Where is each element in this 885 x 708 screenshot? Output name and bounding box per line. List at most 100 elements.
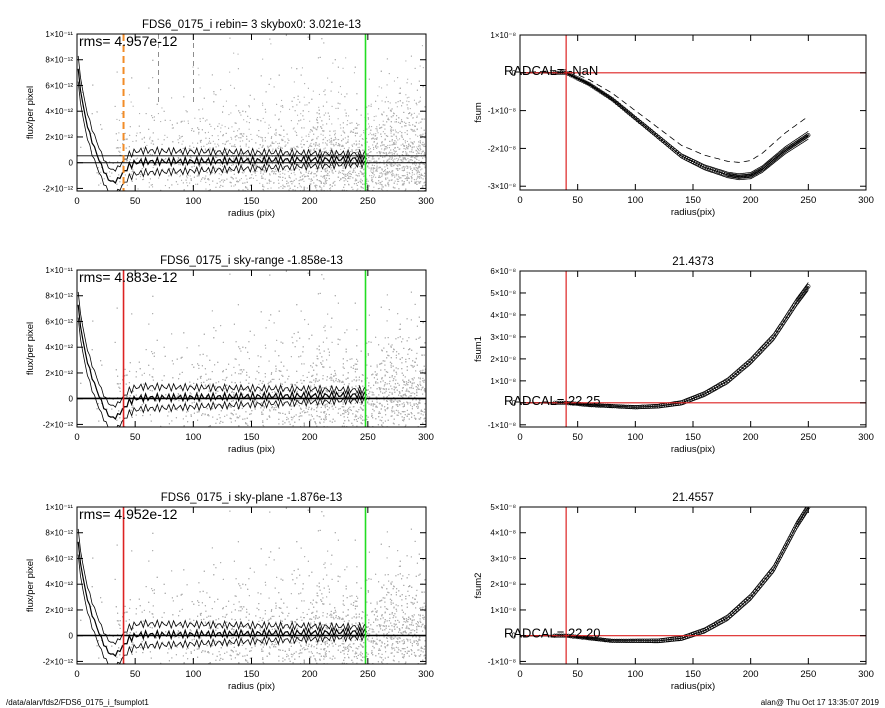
data-point [787,535,793,541]
data-point [683,634,689,639]
y-tick-label: 0 [69,159,74,168]
y-tick-label: -2×10⁻¹² [43,184,74,193]
data-point [757,168,763,173]
y-tick-label: -2×10⁻¹² [43,657,74,666]
data-point [787,310,793,315]
x-tick-label: 250 [800,195,816,206]
data-point [716,620,721,625]
x-tick-label: 0 [74,669,79,680]
x-axis-label: radius (pix) [228,208,275,219]
data-point [760,580,765,586]
x-tick-label: 100 [627,669,643,680]
y-tick-label: 4×10⁻⁸ [490,529,516,538]
data-point [790,531,795,536]
data-point [785,313,790,318]
data-point [702,628,707,633]
data-point [792,527,797,532]
data-point [755,351,760,356]
data-point [773,562,779,567]
envelope-line [520,72,809,181]
y-tick-label: -2×10⁻¹² [43,420,74,429]
data-point [720,618,726,623]
data-point [681,399,686,405]
panel-2: 0 50 100 150 200 250 300 -3×10⁻⁸ -2×10⁻⁸ -1×10⁻⁸ 0… [473,31,874,218]
y-tick-label: 2×10⁻⁸ [490,580,516,589]
profile-line [77,554,367,664]
data-point [725,615,730,620]
chart-title: 21.4373 [672,256,714,268]
data-point [704,390,709,395]
x-tick-label: 50 [572,195,583,206]
data-point [753,354,758,359]
data-point [700,392,705,398]
data-point [790,306,795,311]
data-point [713,169,719,174]
data-point [686,398,691,403]
data-point [743,599,749,604]
rms-annotation: rms= 4.957e-12 [79,33,178,49]
data-point [783,544,788,550]
x-tick-label: 150 [244,432,260,443]
profile-line [77,528,368,645]
x-tick-label: 0 [517,669,522,680]
data-point [575,76,580,81]
data-point [709,167,714,172]
data-point [686,157,691,162]
x-tick-label: 200 [743,195,759,206]
y-tick-label: -1×10⁻⁸ [488,421,516,430]
y-tick-label: 4×10⁻¹² [45,580,73,589]
data-point [702,391,707,397]
data-point [766,339,772,344]
plot-area [520,35,866,190]
x-tick-label: 250 [360,432,376,443]
fsum-line [520,72,809,178]
y-axis-label: fsum2 [473,573,484,599]
envelope-line [520,290,809,410]
data-point [700,629,705,634]
data-point [769,569,774,574]
data-point [780,549,786,554]
x-tick-label: 0 [74,196,79,207]
x-tick-label: 300 [858,669,874,680]
data-point [693,160,698,165]
data-point [573,75,578,80]
data-point [720,381,726,386]
plot-area [77,34,426,191]
data-point [706,625,712,631]
y-tick-label: 1×10⁻¹¹ [45,266,73,275]
x-tick-label: 50 [130,196,141,207]
x-tick-label: 300 [418,432,434,443]
profile-line [77,541,368,658]
data-point [690,396,696,401]
dashed-curve [520,69,809,163]
y-tick-label: 6×10⁻⁸ [490,267,516,276]
data-point [688,397,693,402]
x-tick-label: 0 [517,195,522,206]
data-point [706,389,712,394]
data-point [695,630,700,636]
data-point [769,337,774,342]
x-tick-label: 250 [360,196,376,207]
x-tick-label: 100 [185,196,201,207]
fsum-line [520,286,809,408]
data-point [748,594,753,600]
data-point [723,616,728,622]
radcal-annotation: RADCAL= 22.25 [504,393,600,408]
x-tick-label: 200 [302,432,318,443]
data-point [697,162,703,168]
data-point [716,384,721,389]
y-tick-label: 2×10⁻¹² [45,133,73,142]
chart-title: FDS6_0175_i sky-range -1.858e-13 [160,255,343,267]
y-tick-label: 3×10⁻⁸ [490,554,516,563]
data-point [718,382,723,387]
profile-line [77,81,367,191]
chart-title: FDS6_0175_i sky-plane -1.876e-13 [161,492,343,504]
data-point [695,161,700,166]
data-point [753,171,758,176]
panel-3: 0 50 100 150 200 250 300-2×10⁻¹²02×10⁻¹²4×10⁻¹… [25,255,434,455]
data-point [792,303,797,308]
y-tick-label: 4×10⁻¹² [45,343,73,352]
chart-title: FDS6_0175_i rebin= 3 skybox0: 3.021e-13 [142,19,361,31]
data-point [711,623,716,628]
